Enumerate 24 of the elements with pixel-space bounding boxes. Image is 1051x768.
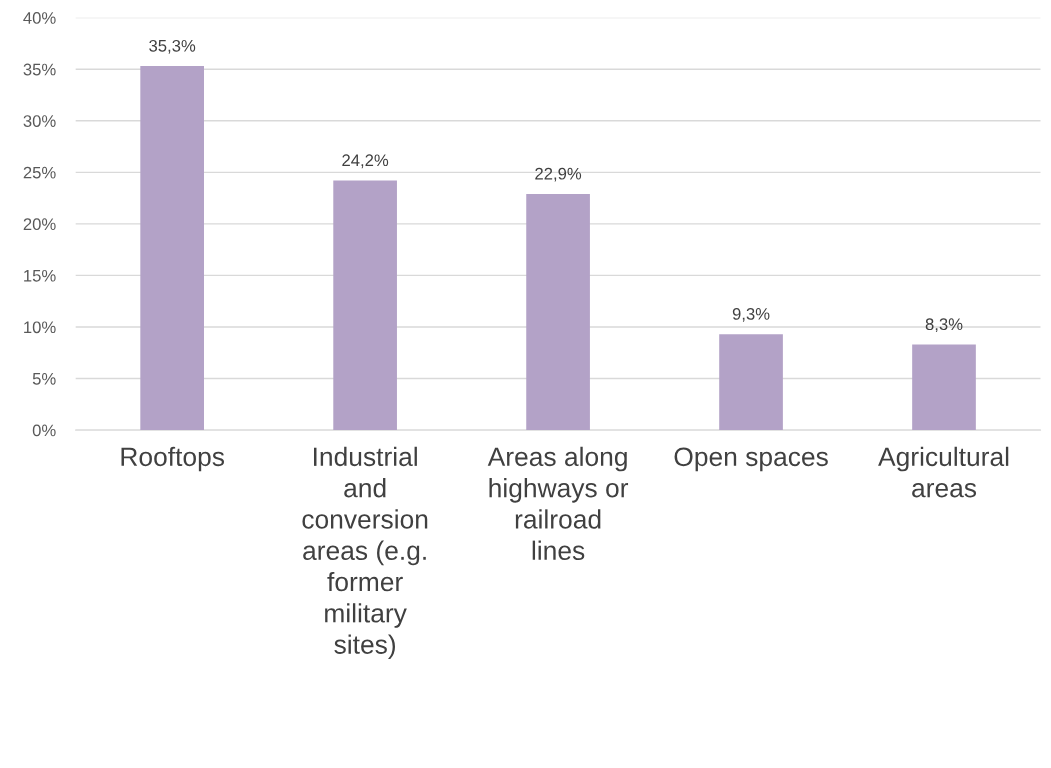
y-tick-label: 10% [24,321,56,334]
bar [719,334,783,431]
x-tick-label: Agricultural areas [878,446,1009,498]
bar [333,180,397,431]
y-tick-label: 25% [23,166,56,179]
y-tick-label: 15% [24,269,56,282]
y-tick-label: 35% [23,63,56,76]
x-tick-label: Rooftops [121,446,225,472]
data-label: 35,3% [149,39,196,54]
data-label: 9,3% [732,307,770,322]
y-tick-label: 0% [32,424,56,437]
bar [912,344,976,431]
y-tick-label: 40% [23,12,56,24]
data-label: 24,2% [342,154,389,169]
x-tick-label: Industrial and conversion areas (e.g. former military sites) [302,446,428,660]
bar [526,193,590,431]
y-tick-label: 20% [23,218,56,231]
x-tick-label: Areas along highways or railroad lines [487,446,629,561]
y-tick-label: 30% [23,115,56,127]
data-label: 8,3% [925,318,963,333]
bar [140,66,204,431]
x-tick-label: Open spaces [674,447,828,472]
y-tick-label: 5% [32,373,56,385]
data-label: 22,9% [535,167,582,182]
